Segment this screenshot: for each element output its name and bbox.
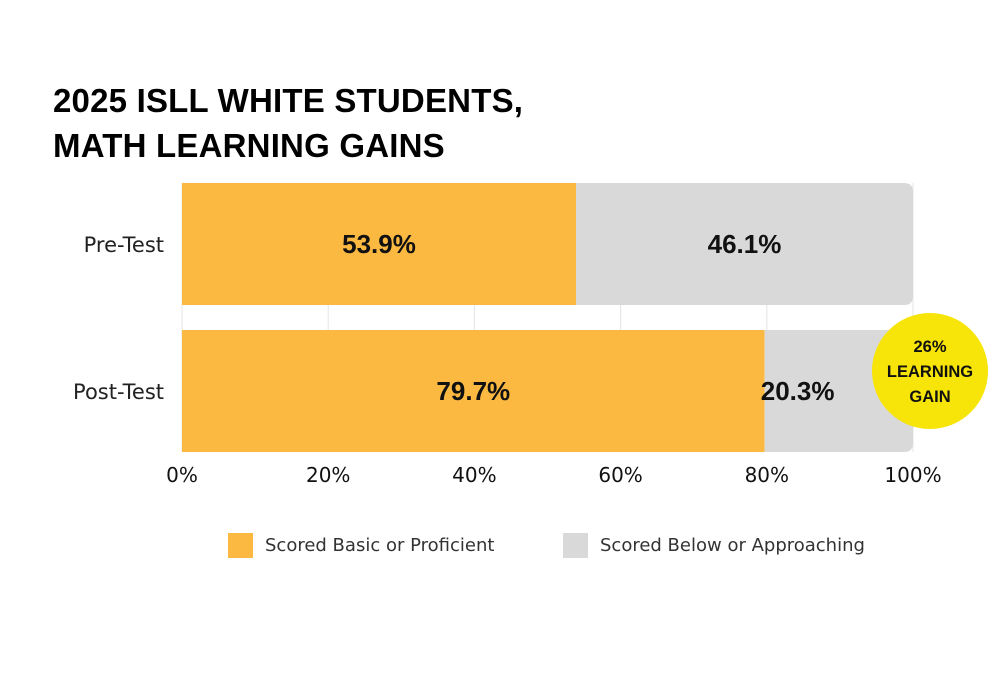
learning-gain-text: LEARNING xyxy=(887,363,973,381)
value-label: 79.7% xyxy=(436,376,510,406)
value-label: 53.9% xyxy=(342,229,416,259)
learning-gain-text: 26% xyxy=(913,338,946,356)
legend-label-proficient: Scored Basic or Proficient xyxy=(265,535,495,556)
legend-item-proficient: Scored Basic or Proficient xyxy=(228,533,494,558)
chart-title-line-1: 2025 ISLL WHITE STUDENTS, xyxy=(53,82,524,119)
x-tick-label: 60% xyxy=(598,463,642,487)
category-label: Pre-Test xyxy=(84,233,164,257)
category-label: Post-Test xyxy=(73,380,164,404)
learning-gain-text: GAIN xyxy=(909,388,950,406)
bar-proficient-post-test xyxy=(182,330,765,452)
legend-swatch-below xyxy=(563,533,588,558)
bars xyxy=(182,183,913,452)
bar-proficient-pre-test xyxy=(182,183,577,305)
value-labels: 53.9% 46.1% 79.7% 20.3% xyxy=(342,229,834,406)
value-label: 46.1% xyxy=(708,229,782,259)
x-tick-label: 100% xyxy=(884,463,941,487)
x-tick-label: 20% xyxy=(306,463,350,487)
category-labels: Pre-Test Post-Test xyxy=(73,233,164,404)
legend-swatch-proficient xyxy=(228,533,253,558)
x-tick-label: 80% xyxy=(745,463,789,487)
learning-gain-circle xyxy=(872,313,988,429)
bar-below-pre-test xyxy=(576,183,913,305)
x-axis-ticks: 0% 20% 40% 60% 80% 100% xyxy=(166,463,941,487)
legend-label-below: Scored Below or Approaching xyxy=(600,535,865,556)
x-tick-label: 0% xyxy=(166,463,198,487)
x-tick-label: 40% xyxy=(452,463,496,487)
value-label: 20.3% xyxy=(761,376,835,406)
legend-item-below: Scored Below or Approaching xyxy=(563,533,865,558)
learning-gain-badge: 26% LEARNING GAIN xyxy=(872,313,988,429)
chart-title-line-2: MATH LEARNING GAINS xyxy=(53,127,445,164)
